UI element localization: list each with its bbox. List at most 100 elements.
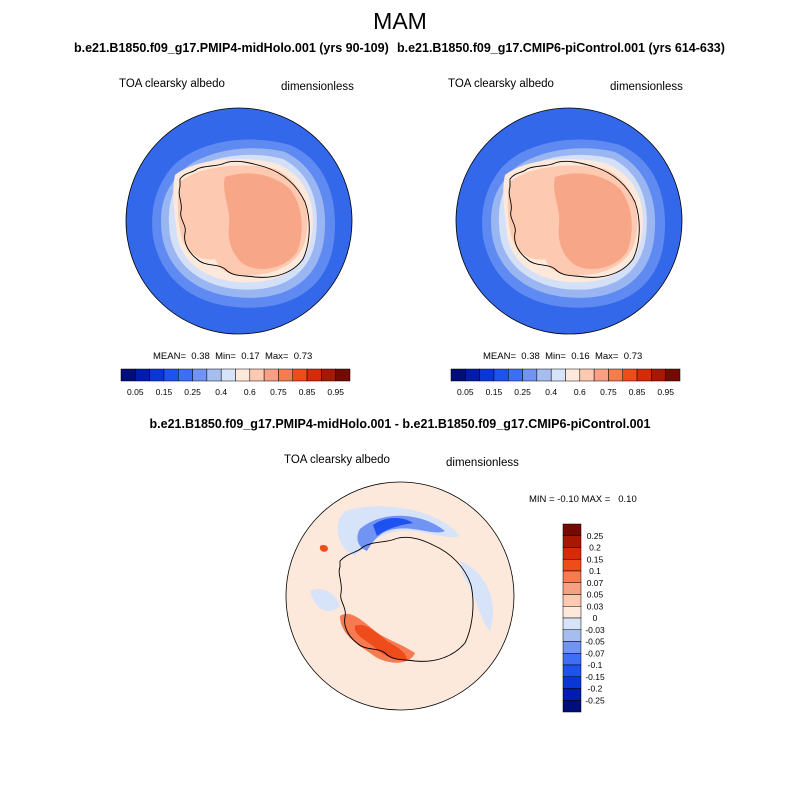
diff-colorbar-swatch (562, 535, 582, 548)
colorbar-swatch (178, 368, 193, 382)
diff-panel-title: b.e21.B1850.f09_g17.PMIP4-midHolo.001 - … (149, 417, 651, 431)
colorbar-swatch (306, 368, 322, 382)
colorbar-swatch (249, 368, 265, 382)
diff-colorbar-tick-label: -0.03 (585, 625, 605, 635)
panel-2-title: b.e21.B1850.f09_g17.CMIP6-piControl.001 … (397, 41, 725, 55)
panel-2-max-label: Max= (594, 351, 619, 362)
diff-colorbar-tick-label: -0.2 (588, 684, 603, 694)
diff-colorbar-tick-label: -0.05 (585, 637, 605, 647)
colorbar-swatch (536, 368, 552, 382)
diff-colorbar-swatch (562, 547, 582, 560)
colorbar-swatch (321, 368, 336, 382)
colorbar-swatch (608, 368, 623, 382)
panel-1-map (125, 107, 353, 335)
colorbar-tick-label: 0.95 (657, 387, 674, 397)
colorbar-swatch (508, 368, 523, 382)
diff-colorbar-swatch (562, 594, 582, 607)
panel-1-min: 0.17 (241, 351, 260, 362)
colorbar-tick-label: 0.85 (299, 387, 316, 397)
colorbar-swatch (565, 368, 581, 382)
panel-2-mean-label: MEAN= (483, 351, 516, 362)
diff-colorbar-swatch (562, 664, 582, 677)
colorbar-tick-label: 0.15 (486, 387, 503, 397)
diff-colorbar-swatch (562, 559, 582, 572)
diff-colorbar-swatch (562, 606, 582, 619)
diff-map (285, 481, 515, 711)
panel-2-min: 0.16 (571, 351, 590, 362)
colorbar-swatch (220, 368, 236, 382)
diff-panel-variable: TOA clearsky albedo (284, 454, 390, 466)
panel-2-map (455, 107, 683, 335)
colorbar-swatch (192, 368, 208, 382)
panel-2-max: 0.73 (623, 351, 643, 362)
diff-colorbar-tick-label: -0.1 (588, 660, 603, 670)
diff-colorbar-swatch (562, 523, 582, 536)
diff-min-label: MIN = (529, 494, 555, 505)
season-title: MAM (373, 8, 427, 34)
panel-1-stats: MEAN= 0.38 Min= 0.17 Max= 0.73 (153, 351, 312, 362)
diff-colorbar-swatch (562, 641, 582, 654)
panel-2-mean: 0.38 (521, 351, 540, 362)
diff-colorbar-swatch (562, 688, 582, 701)
colorbar-swatch (493, 368, 509, 382)
colorbar-tick-label: 0.75 (600, 387, 617, 397)
colorbar-swatch (206, 368, 222, 382)
diff-colorbar-swatch (562, 700, 582, 713)
colorbar-swatch (263, 368, 279, 382)
diff-colorbar-tick-label: -0.25 (585, 695, 605, 705)
diff-min: -0.10 (557, 494, 579, 505)
colorbar-tick-label: 0.05 (127, 387, 144, 397)
diff-max: 0.10 (618, 494, 637, 505)
colorbar-swatch (479, 368, 495, 382)
colorbar-swatch (550, 368, 566, 382)
diff-colorbar-swatch (562, 629, 582, 642)
colorbar-tick-label: 0.6 (574, 387, 586, 397)
diff-colorbar-tick-label: -0.15 (585, 672, 605, 682)
panel-2-min-label: Min= (545, 351, 566, 362)
colorbar-tick-label: 0.4 (215, 387, 227, 397)
diff-colorbar-swatch (562, 653, 582, 666)
colorbar-swatch (593, 368, 609, 382)
diff-colorbar-tick-label: 0.07 (587, 578, 604, 588)
colorbar-swatch (636, 368, 652, 382)
colorbar-swatch (651, 368, 666, 382)
panel-1-max: 0.73 (293, 351, 313, 362)
panel-1-colorbar: 0.05 0.15 0.25 0.4 0.6 0.75 0.85 0.95 (120, 368, 351, 397)
colorbar-swatch (579, 368, 595, 382)
panel-1-min-label: Min= (215, 351, 236, 362)
colorbar-tick-label: 0.95 (327, 387, 344, 397)
colorbar-swatch (120, 368, 136, 382)
diff-panel-units: dimensionless (446, 457, 519, 469)
panel-1-title: b.e21.B1850.f09_g17.PMIP4-midHolo.001 (y… (74, 41, 389, 55)
colorbar-swatch (278, 368, 293, 382)
colorbar-swatch (335, 368, 351, 382)
panel-2-colorbar: 0.05 0.15 0.25 0.4 0.6 0.75 0.85 0.95 (450, 368, 681, 397)
panel-1-units: dimensionless (281, 81, 354, 93)
diff-colorbar-tick-label: 0.05 (587, 590, 604, 600)
diff-colorbar-swatch (562, 676, 582, 689)
panel-1-mean: 0.38 (191, 351, 210, 362)
colorbar-tick-label: 0.6 (244, 387, 256, 397)
diff-colorbar-tick-label: 0 (593, 613, 598, 623)
panel-2-stats: MEAN= 0.38 Min= 0.16 Max= 0.73 (483, 351, 642, 362)
diff-colorbar-tick-label: 0.03 (587, 601, 604, 611)
colorbar-tick-label: 0.25 (184, 387, 201, 397)
diff-colorbar-tick-label: 0.25 (587, 531, 604, 541)
colorbar-tick-label: 0.05 (457, 387, 474, 397)
colorbar-swatch (450, 368, 466, 382)
panel-2-units: dimensionless (610, 81, 683, 93)
diff-colorbar-swatch (562, 582, 582, 595)
diff-minmax: MIN = -0.10 MAX = 0.10 (529, 494, 637, 505)
colorbar-swatch (235, 368, 251, 382)
colorbar-swatch (149, 368, 165, 382)
colorbar-swatch (465, 368, 480, 382)
diff-colorbar-tick-label: 0.15 (587, 554, 604, 564)
colorbar-swatch (163, 368, 179, 382)
diff-colorbar-swatch (562, 570, 582, 583)
colorbar-swatch (665, 368, 681, 382)
diff-colorbar-tick-label: 0.2 (589, 543, 601, 553)
diff-colorbar: 0.250.20.150.10.070.050.030-0.03-0.05-0.… (562, 523, 605, 713)
diff-colorbar-swatch (562, 617, 582, 630)
colorbar-tick-label: 0.85 (629, 387, 646, 397)
colorbar-swatch (522, 368, 538, 382)
